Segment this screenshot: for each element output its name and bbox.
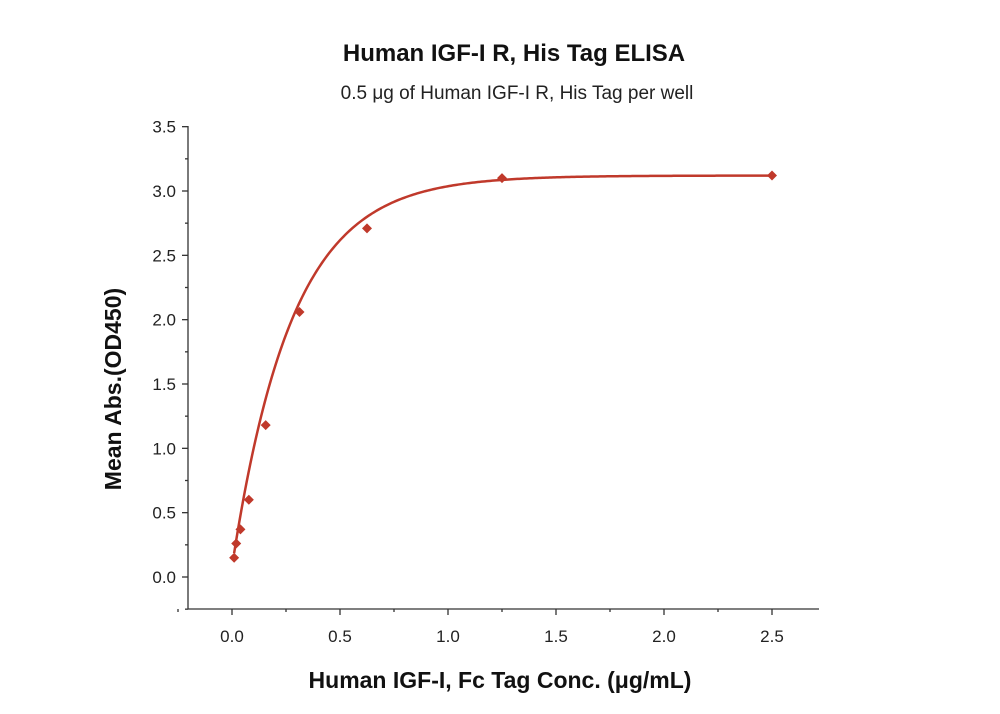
axes — [187, 126, 819, 610]
x-tick-label: 2.0 — [652, 627, 676, 646]
data-points — [229, 170, 777, 563]
fit-curve — [232, 174, 772, 554]
y-tick-label: 1.0 — [152, 439, 176, 458]
x-tick-label: 2.5 — [760, 627, 784, 646]
data-point-marker — [231, 538, 242, 549]
data-point-marker — [243, 494, 254, 505]
y-tick-label: 3.0 — [152, 182, 176, 201]
data-point-marker — [767, 170, 777, 181]
data-point-marker — [235, 524, 246, 535]
y-tick-label: 1.5 — [152, 375, 176, 394]
y-ticks: 0.0 0.5 1.0 1.5 2.0 2.5 3.0 3.5 — [152, 118, 188, 610]
y-tick-label: 0.0 — [152, 568, 176, 587]
x-ticks: 0.0 0.5 1.0 1.5 2.0 2.5 — [177, 609, 784, 646]
data-point-marker — [497, 173, 507, 184]
x-axis-label: Human IGF-I, Fc Tag Conc. (μg/mL) — [309, 667, 692, 693]
y-tick-label: 3.5 — [152, 118, 176, 137]
data-point-marker — [229, 552, 240, 563]
data-point-marker — [362, 223, 372, 234]
y-axis-label: Mean Abs.(OD450) — [100, 288, 126, 490]
chart-subtitle: 0.5 μg of Human IGF-I R, His Tag per wel… — [341, 83, 694, 104]
data-point-marker — [294, 306, 305, 317]
chart-title: Human IGF-I R, His Tag ELISA — [343, 40, 685, 67]
y-tick-label: 2.0 — [152, 311, 176, 330]
x-tick-label: 0.0 — [220, 627, 244, 646]
x-tick-label: 1.5 — [544, 627, 568, 646]
x-tick-label: 1.0 — [436, 627, 460, 646]
y-tick-label: 0.5 — [152, 504, 176, 523]
data-point-marker — [260, 420, 271, 431]
x-tick-label: 0.5 — [328, 627, 352, 646]
y-tick-label: 2.5 — [152, 246, 176, 265]
